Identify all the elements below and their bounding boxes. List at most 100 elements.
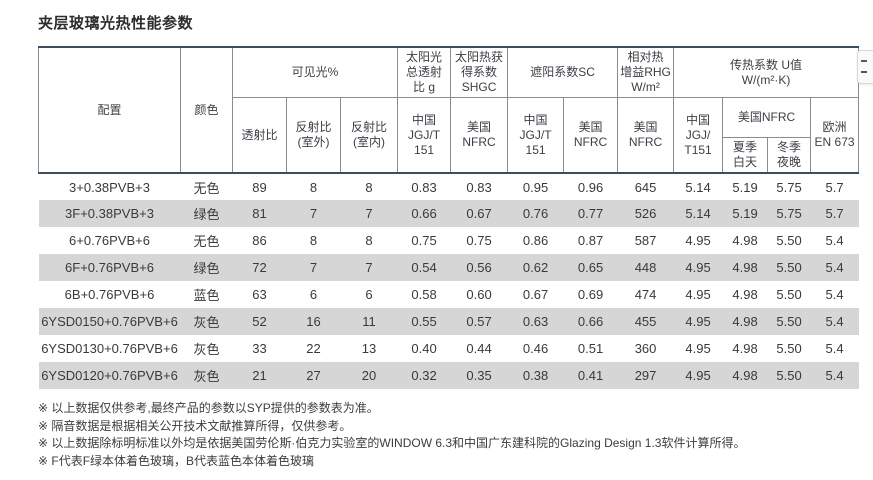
value-cell: 5.50 [776, 287, 802, 302]
value-cell: 0.83 [397, 172, 451, 200]
value-cell: 4.95 [685, 260, 711, 275]
value-cell: 455 [634, 314, 657, 329]
value-cell: 7 [365, 206, 373, 221]
col-header-g-china: 中国 JGJ/T 151 [397, 97, 452, 174]
value-cell: 4.98 [732, 368, 758, 383]
value-cell: 474 [634, 287, 657, 302]
config-cell: 6+0.76PVB+6 [69, 233, 150, 248]
value-cell: 0.95 [507, 172, 564, 200]
color-cell: 无色 [193, 234, 220, 249]
table-row: 6YSD0150+0.76PVB+6 灰色 52 16 11 0.55 0.57 0.63 0.… [38, 308, 859, 335]
group-header-sc: 遮阳系数SC [507, 46, 619, 98]
group-header-solar-g: 太阳光 总透射 比 g [397, 46, 452, 98]
config-cell: 6F+0.76PVB+6 [65, 260, 154, 275]
value-cell: 4.98 [732, 233, 758, 248]
value-cell: 81 [252, 206, 267, 221]
value-cell: 5.4 [825, 233, 844, 248]
value-cell: 0.96 [563, 172, 618, 200]
value-cell: 0.44 [466, 341, 492, 356]
table-row: 3+0.38PVB+3 无色 89 8 8 0.83 0.83 0.95 0.96 645 5.14… [38, 172, 859, 200]
value-cell: 360 [634, 341, 657, 356]
value-cell: 4.95 [685, 341, 711, 356]
col-header-sc-us: 美国 NFRC [563, 97, 619, 174]
value-cell: 5.4 [825, 368, 844, 383]
header-row-seasons: 夏季 白天 冬季 夜晚 [39, 137, 859, 174]
value-cell: 0.86 [522, 233, 549, 248]
value-cell: 63 [252, 287, 267, 302]
config-cell: 6YSD0150+0.76PVB+6 [41, 314, 178, 329]
col-header-summer-day: 夏季 白天 [722, 137, 769, 174]
table-row: 3F+0.38PVB+3 绿色 81 7 7 0.66 0.67 0.76 0.77 526 5.1… [38, 200, 859, 227]
col-header-u-china: 中国 JGJ/ T151 [673, 97, 724, 174]
value-cell: 0.66 [411, 206, 437, 221]
value-cell: 0.75 [411, 233, 437, 248]
value-cell: 4.98 [732, 287, 758, 302]
value-cell: 0.63 [522, 314, 549, 329]
group-header-shgc: 太阳热获 得系数 SHGC [450, 46, 509, 98]
value-cell: 645 [617, 172, 674, 200]
value-cell: 0.56 [466, 260, 492, 275]
color-cell: 灰色 [193, 315, 220, 330]
value-cell: 0.83 [450, 172, 508, 200]
header-row-groups: 配置 颜色 可见光% 太阳光 总透射 比 g 太阳热获 得系数 SHGC 遮阳系… [38, 46, 860, 174]
config-cell: 6YSD0120+0.76PVB+6 [41, 368, 178, 383]
value-cell: 89 [232, 172, 287, 200]
value-cell: 0.51 [577, 341, 604, 356]
config-cell: 3+0.38PVB+3 [38, 172, 181, 200]
value-cell: 6 [309, 287, 318, 302]
value-cell: 0.62 [522, 260, 549, 275]
value-cell: 5.19 [722, 172, 768, 200]
color-cell: 无色 [180, 172, 233, 200]
value-cell: 297 [634, 368, 657, 383]
table-row: 6+0.76PVB+6 无色 86 8 8 0.75 0.75 0.86 0.87 587 4.95… [39, 227, 859, 254]
footnote-line: ※ 隔音数据是根据相关公开技术文献推算所得，仅供参考。 [38, 418, 352, 433]
value-cell: 5.4 [825, 341, 844, 356]
value-cell: 0.41 [577, 368, 604, 383]
value-cell: 20 [361, 368, 377, 383]
footnotes: ※ 以上数据仅供参考,最终产品的参数以SYP提供的参数表为准。 ※ 隔音数据是根… [38, 400, 745, 470]
color-cell: 绿色 [193, 207, 220, 222]
footnote-line: ※ 以上数据仅供参考,最终产品的参数以SYP提供的参数表为准。 [38, 401, 379, 415]
value-cell: 4.95 [685, 314, 711, 329]
value-cell: 0.67 [466, 206, 492, 221]
floating-side-widget[interactable] [857, 50, 873, 84]
glass-performance-table: 配置 颜色 可见光% 太阳光 总透射 比 g 太阳热获 得系数 SHGC 遮阳系… [38, 46, 860, 389]
value-cell: 13 [361, 341, 377, 356]
value-cell: 5.7 [825, 206, 844, 221]
color-cell: 灰色 [193, 369, 220, 384]
col-header-winter-night: 冬季 夜晚 [767, 137, 812, 174]
value-cell: 0.66 [577, 314, 604, 329]
footnote-line: ※ F代表F绿本体着色玻璃，B代表蓝色本体着色玻璃 [38, 453, 315, 468]
value-cell: 5.7 [810, 172, 859, 200]
value-cell: 5.19 [732, 206, 758, 221]
group-header-visible-light: 可见光% [231, 46, 399, 98]
value-cell: 72 [252, 260, 267, 275]
col-header-rhg-us: 美国 NFRC [617, 97, 675, 174]
value-cell: 0.77 [577, 206, 604, 221]
value-cell: 5.50 [776, 260, 802, 275]
value-cell: 0.87 [577, 233, 604, 248]
value-cell: 22 [306, 341, 321, 356]
table-body: 3+0.38PVB+3 无色 89 8 8 0.83 0.83 0.95 0.96 645 5.14… [38, 172, 859, 389]
value-cell: 5.50 [776, 314, 802, 329]
value-cell: 4.98 [732, 314, 758, 329]
value-cell: 8 [309, 233, 318, 248]
group-header-rhg: 相对热 增益RHG W/m² [617, 46, 675, 98]
value-cell: 0.40 [411, 341, 437, 356]
table-row: 6F+0.76PVB+6 绿色 72 7 7 0.54 0.56 0.62 0.65 448 4.9… [38, 254, 859, 281]
config-cell: 6YSD0130+0.76PVB+6 [41, 341, 178, 356]
value-cell: 8 [286, 172, 341, 200]
value-cell: 4.95 [685, 368, 711, 383]
value-cell: 4.98 [732, 341, 758, 356]
value-cell: 4.95 [685, 287, 711, 302]
value-cell: 0.46 [522, 341, 549, 356]
color-cell: 绿色 [193, 261, 220, 276]
value-cell: 8 [365, 233, 373, 248]
value-cell: 0.76 [522, 206, 549, 221]
value-cell: 11 [362, 314, 376, 329]
col-header-reflectance-outdoor: 反射比 (室外) [286, 97, 341, 174]
value-cell: 5.50 [776, 233, 802, 248]
value-cell: 21 [252, 368, 267, 383]
config-cell: 3F+0.38PVB+3 [65, 206, 154, 221]
